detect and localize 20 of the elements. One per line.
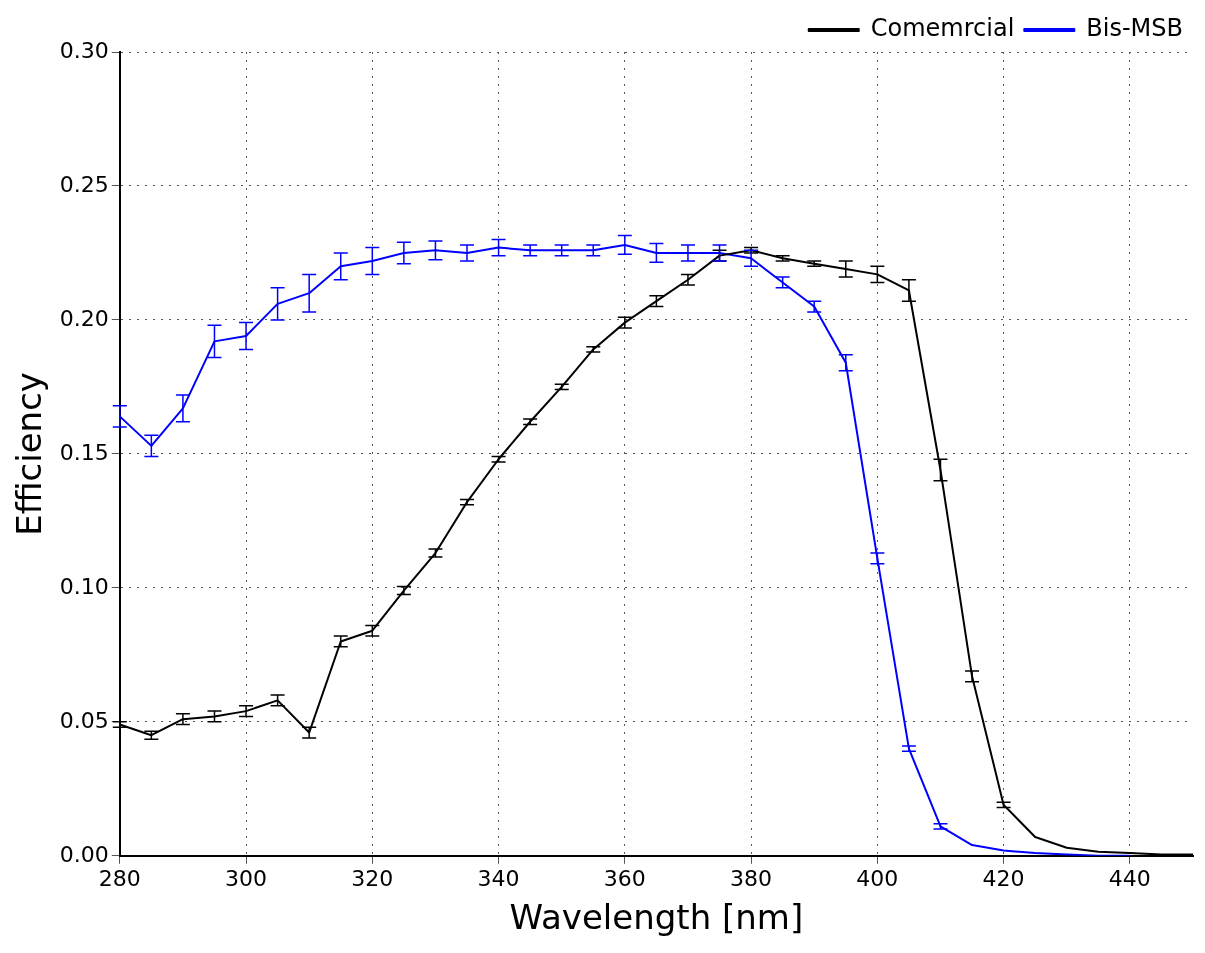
x-axis-title: Wavelength [nm]	[509, 897, 804, 938]
x-tick-label: 440	[1108, 865, 1151, 891]
y-axis-title: Efficiency	[9, 372, 50, 536]
y-tick-label: 0.20	[59, 305, 109, 331]
y-tick-label: 0.30	[59, 37, 109, 63]
legend-label: Comemrcial	[870, 14, 1015, 43]
x-tick-label: 340	[477, 865, 520, 891]
y-tick-label: 0.25	[59, 171, 109, 197]
y-tick-label: 0.15	[59, 439, 109, 465]
y-tick-label: 0.10	[59, 573, 109, 599]
x-tick-label: 280	[98, 865, 141, 891]
x-tick-label: 320	[351, 865, 394, 891]
x-tick-label: 400	[856, 865, 899, 891]
y-tick-label: 0.05	[59, 707, 109, 733]
y-tick-label: 0.00	[59, 841, 109, 867]
x-tick-label: 360	[603, 865, 646, 891]
x-tick-label: 380	[730, 865, 773, 891]
legend-label: Bis-MSB	[1086, 14, 1183, 43]
x-tick-label: 300	[225, 865, 268, 891]
x-tick-label: 420	[982, 865, 1025, 891]
